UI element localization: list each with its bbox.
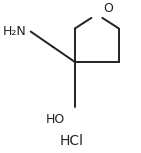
Text: H₂N: H₂N <box>2 25 26 38</box>
Text: HO: HO <box>46 113 65 126</box>
Text: HCl: HCl <box>60 134 84 148</box>
Text: O: O <box>103 2 113 15</box>
